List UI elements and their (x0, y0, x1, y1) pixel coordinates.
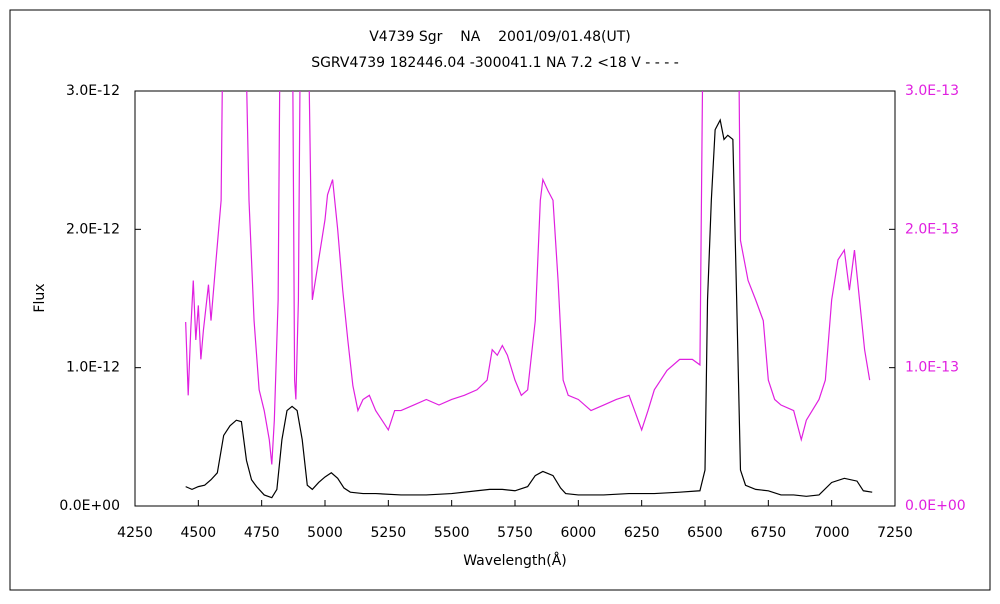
x-tick-label: 6000 (561, 525, 597, 541)
y2-tick-label: 1.0E-13 (905, 360, 959, 376)
y-tick-label: 0.0E+00 (59, 498, 120, 514)
x-tick-label: 5250 (371, 525, 407, 541)
y2-tick-label: 3.0E-13 (905, 83, 959, 99)
x-tick-label: 4500 (181, 525, 217, 541)
x-tick-label: 6250 (624, 525, 660, 541)
series-line (185, 118, 873, 499)
x-tick-label: 5500 (434, 525, 470, 541)
y2-tick-label: 2.0E-13 (905, 221, 959, 237)
x-tick-label: 5750 (497, 525, 533, 541)
y2-tick-label: 0.0E+00 (905, 498, 966, 514)
y-tick-label: 2.0E-12 (66, 221, 120, 237)
x-tick-label: 7250 (877, 525, 913, 541)
x-tick-label: 6500 (687, 525, 723, 541)
series-line (185, 91, 871, 465)
y-tick-label: 3.0E-12 (66, 83, 120, 99)
y-tick-label: 1.0E-12 (66, 360, 120, 376)
x-tick-label: 6750 (751, 525, 787, 541)
x-tick-label: 5000 (307, 525, 343, 541)
x-tick-label: 4250 (117, 525, 153, 541)
y-axis-label: Flux (32, 283, 48, 312)
x-tick-label: 7000 (814, 525, 850, 541)
x-tick-label: 4750 (244, 525, 280, 541)
x-axis-label: Wavelength(Å) (463, 552, 567, 569)
frame (9, 9, 991, 591)
chart-title: V4739 Sgr NA 2001/09/01.48(UT) (369, 29, 631, 45)
chart-subtitle: SGRV4739 182446.04 -300041.1 NA 7.2 <18 … (311, 55, 679, 71)
